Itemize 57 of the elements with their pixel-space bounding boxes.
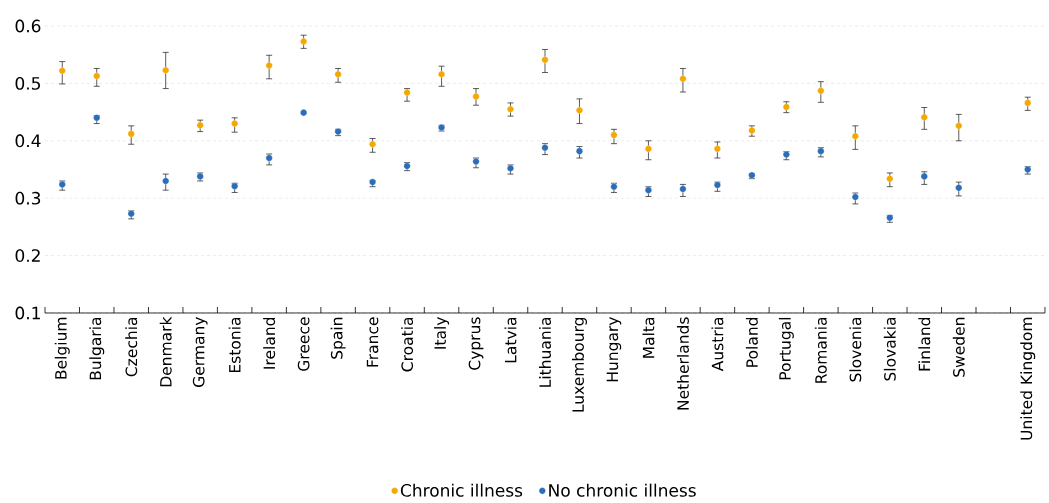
x-tick-label: Czechia — [125, 317, 138, 377]
x-tick-label: Cyprus — [468, 317, 484, 370]
x-tick-label: Ireland — [263, 317, 276, 369]
point — [576, 106, 583, 114]
legend-label: Chronic illness — [400, 483, 523, 497]
x-tick-label: Romania — [814, 317, 827, 383]
point — [93, 72, 101, 80]
point — [713, 145, 721, 153]
point — [300, 109, 308, 117]
point — [265, 62, 273, 70]
x-tick-label: Slovakia — [883, 317, 896, 381]
y-tick-label: 0.1 — [15, 306, 40, 320]
x-tick-label: Italy — [434, 316, 450, 349]
x-tick-label: Belgium — [54, 317, 70, 379]
x-tick-label: Slovenia — [849, 317, 862, 382]
x-tick-label: Malta — [642, 317, 655, 358]
point — [955, 122, 963, 130]
point — [851, 132, 859, 140]
x-tick-label: Netherlands — [676, 317, 689, 410]
x-tick-label: Spain — [330, 317, 346, 359]
x-tick-label: Bulgaria — [89, 317, 105, 380]
point — [644, 145, 652, 153]
legend-label: No chronic illness — [549, 483, 696, 497]
point — [300, 38, 308, 45]
x-tick-label: Luxembourg — [571, 317, 587, 412]
y-tick-label: 0.4 — [15, 134, 41, 148]
y-tick-label: 0.3 — [15, 191, 41, 205]
point — [162, 177, 170, 185]
x-tick-label: Lithuania — [538, 317, 551, 387]
x-tick-label: Germany — [192, 316, 208, 387]
y-tick-label: 0.2 — [15, 249, 40, 263]
point — [644, 186, 652, 194]
point — [162, 66, 170, 74]
x-tick-label: Latvia — [504, 317, 517, 363]
x-tick-label: Sweden — [952, 317, 965, 377]
point — [713, 181, 721, 189]
point — [541, 56, 549, 64]
x-tick-label: Hungary — [606, 316, 622, 382]
x-tick-label: France — [366, 317, 379, 367]
y-tick-label: 0.6 — [15, 19, 41, 33]
x-tick-label: Croatia — [401, 317, 414, 372]
y-tick-label: 0.5 — [15, 76, 40, 90]
x-tick-label: United Kingdom — [1020, 317, 1036, 440]
x-tick-label: Poland — [745, 317, 758, 367]
x-tick-label: Austria — [711, 317, 724, 372]
point — [817, 87, 825, 95]
point — [472, 93, 480, 101]
point — [438, 70, 445, 78]
x-tick-label: Finland — [918, 317, 931, 371]
x-tick-label: Greece — [297, 317, 310, 371]
x-tick-label: Portugal — [778, 317, 794, 380]
x-tick-label: Estonia — [228, 317, 241, 373]
point — [679, 75, 687, 83]
point — [127, 130, 135, 138]
x-tick-label: Denmark — [159, 316, 172, 387]
point — [920, 113, 928, 121]
point — [58, 67, 66, 75]
